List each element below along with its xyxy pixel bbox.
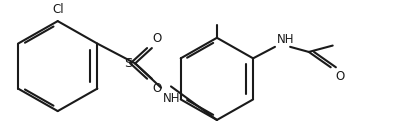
Text: S: S: [124, 57, 132, 70]
Text: O: O: [336, 70, 345, 83]
Text: O: O: [152, 82, 161, 95]
Text: NH: NH: [163, 92, 181, 105]
Text: O: O: [152, 32, 161, 45]
Text: Cl: Cl: [52, 3, 64, 16]
Text: NH: NH: [277, 32, 295, 46]
